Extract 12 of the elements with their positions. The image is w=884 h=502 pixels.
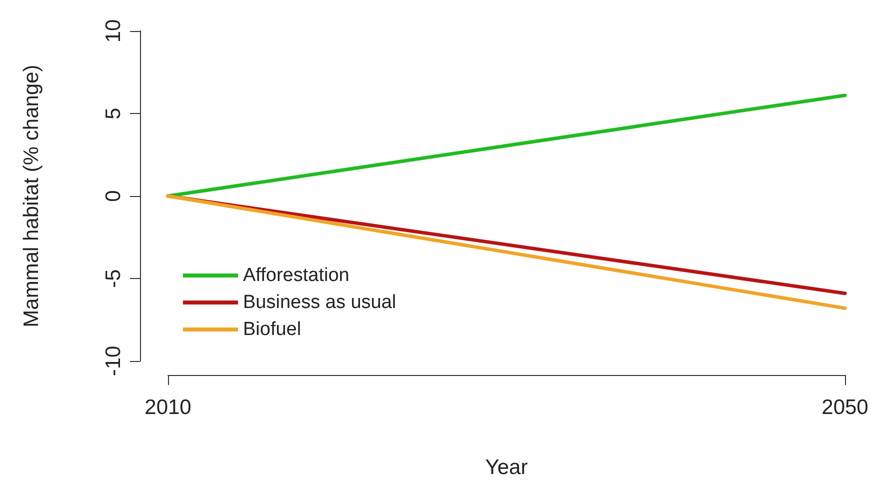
y-tick-label: -5 [102, 269, 125, 288]
legend-label: Biofuel [243, 319, 302, 340]
x-tick-label: 2050 [822, 396, 868, 419]
y-tick-label: -10 [102, 346, 125, 376]
legend-label: Business as usual [243, 292, 396, 313]
y-tick-label: 0 [102, 190, 125, 202]
x-axis-title: Year [485, 456, 528, 479]
x-tick-label: 2010 [144, 396, 192, 419]
y-tick-label: 10 [102, 19, 125, 43]
y-tick-label: 5 [102, 108, 125, 120]
legend-label: Afforestation [243, 265, 350, 286]
y-axis-title: Mammal habitat (% change) [20, 64, 43, 328]
